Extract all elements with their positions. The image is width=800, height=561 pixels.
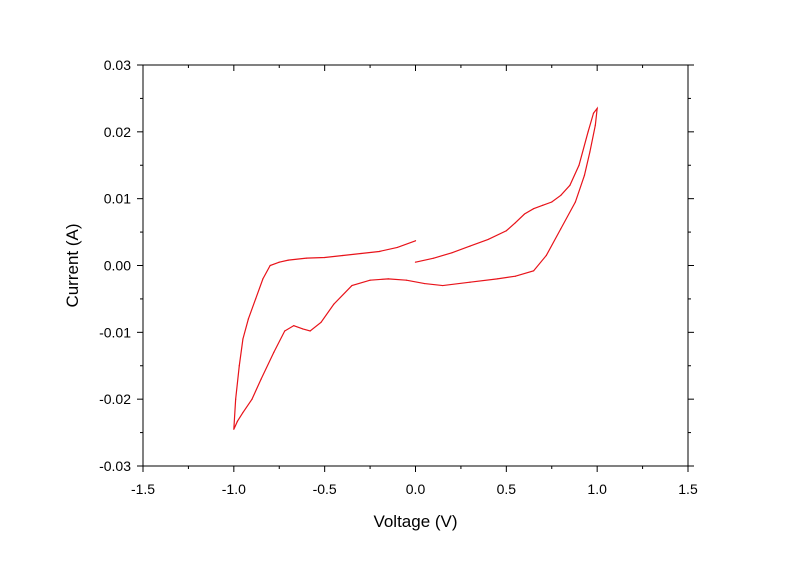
y-tick-label: 0.03	[104, 57, 131, 73]
data-point	[320, 321, 322, 323]
data-point	[469, 245, 471, 247]
data-point	[302, 328, 304, 330]
data-point	[560, 228, 562, 230]
data-point	[589, 151, 591, 153]
data-point	[551, 201, 553, 203]
plot-frame	[142, 64, 689, 467]
data-point	[451, 252, 453, 254]
data-point	[360, 252, 362, 255]
x-tick-label: -1.0	[222, 481, 246, 497]
data-point	[514, 222, 517, 224]
data-point	[442, 284, 444, 287]
data-point	[273, 351, 275, 353]
data-point	[260, 378, 262, 380]
data-point	[305, 257, 308, 259]
data-point	[523, 213, 526, 215]
data-point	[487, 238, 489, 241]
data-point	[251, 398, 253, 400]
data-point	[287, 259, 289, 261]
data-point	[387, 278, 389, 280]
data-point	[545, 254, 547, 257]
y-tick-label: -0.03	[99, 458, 131, 474]
data-point	[414, 240, 417, 242]
data-point	[278, 261, 280, 263]
data-point	[369, 279, 371, 281]
data-point	[569, 184, 571, 186]
data-point	[324, 256, 326, 259]
data-point	[505, 230, 507, 232]
axis-ticks	[137, 64, 694, 472]
data-point	[583, 174, 586, 176]
data-point	[238, 365, 240, 367]
data-point	[596, 107, 598, 110]
data-point	[284, 330, 286, 332]
y-tick-label: -0.02	[99, 391, 131, 407]
data-point	[414, 261, 417, 263]
y-tick-label: 0.01	[104, 191, 131, 207]
data-point	[542, 204, 544, 206]
data-point	[378, 250, 380, 253]
data-point	[405, 279, 408, 281]
data-point	[560, 194, 562, 196]
x-tick-labels: -1.5 -1.0 -0.5 0.0 0.5 1.0 1.5	[131, 481, 698, 497]
data-point	[592, 112, 595, 114]
series-line	[233, 106, 598, 430]
x-tick-label: -0.5	[313, 481, 337, 497]
x-tick-label: 1.0	[587, 481, 607, 497]
data-point	[423, 282, 426, 285]
data-point	[255, 298, 257, 300]
y-tick-label: 0.00	[104, 258, 131, 274]
data-point	[532, 270, 535, 272]
data-point	[235, 398, 237, 400]
data-point	[532, 208, 535, 210]
x-tick-label: 0.0	[406, 481, 426, 497]
data-point	[269, 264, 271, 267]
data-point	[242, 411, 244, 414]
x-tick-label: 0.5	[497, 481, 517, 497]
data-point	[242, 338, 244, 340]
data-point	[578, 164, 580, 166]
data-point	[594, 124, 596, 126]
data-points	[233, 107, 598, 430]
x-tick-label: -1.5	[131, 481, 155, 497]
y-tick-labels: 0.03 0.02 0.01 0.00 -0.01 -0.02 -0.03	[99, 57, 131, 474]
data-point	[342, 254, 344, 257]
x-tick-label: 1.5	[678, 481, 698, 497]
data-point	[587, 131, 589, 133]
x-axis-title: Voltage (V)	[373, 512, 457, 531]
data-point	[514, 275, 517, 277]
data-point	[433, 257, 435, 259]
data-point	[236, 420, 239, 422]
data-point	[574, 201, 576, 203]
data-point	[396, 246, 398, 249]
y-tick-label: 0.02	[104, 124, 131, 140]
y-tick-label: -0.01	[99, 324, 131, 340]
data-point	[293, 325, 295, 327]
data-point	[469, 281, 471, 283]
data-point	[233, 428, 235, 430]
data-point	[333, 303, 335, 305]
data-point	[309, 330, 311, 332]
data-point	[262, 278, 264, 280]
data-point	[247, 318, 249, 320]
y-axis-title: Current (A)	[63, 223, 82, 307]
data-point	[351, 284, 353, 287]
data-point	[496, 278, 498, 280]
